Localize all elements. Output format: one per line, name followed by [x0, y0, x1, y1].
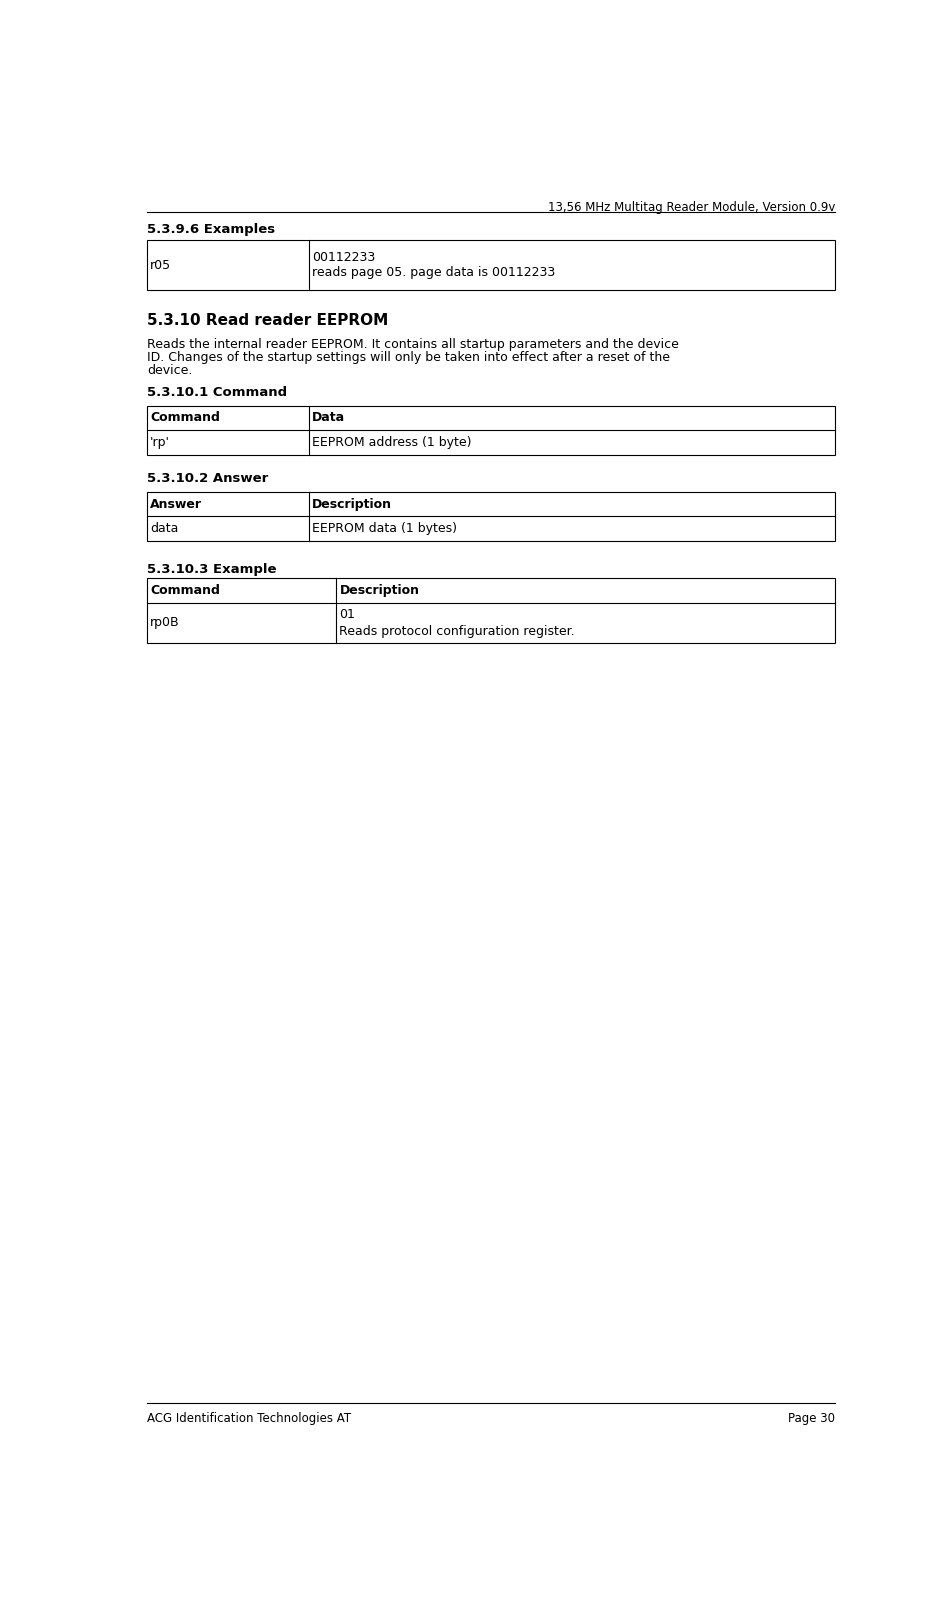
- Text: 5.3.10 Read reader EEPROM: 5.3.10 Read reader EEPROM: [146, 312, 388, 328]
- Text: Command: Command: [150, 583, 220, 598]
- Text: 'rp': 'rp': [150, 436, 170, 449]
- Text: Description: Description: [340, 583, 419, 598]
- Bar: [146, 240, 835, 290]
- Text: data: data: [150, 522, 179, 535]
- Text: device.: device.: [146, 364, 192, 376]
- Text: 00112233: 00112233: [312, 252, 375, 264]
- Text: Reads protocol configuration register.: Reads protocol configuration register.: [340, 625, 575, 638]
- Text: reads page 05. page data is 00112233: reads page 05. page data is 00112233: [312, 266, 555, 279]
- Text: ID. Changes of the startup settings will only be taken into effect after a reset: ID. Changes of the startup settings will…: [146, 351, 670, 364]
- Text: 5.3.10.1 Command: 5.3.10.1 Command: [146, 386, 287, 399]
- Text: 13,56 MHz Multitag Reader Module, Version 0.9v: 13,56 MHz Multitag Reader Module, Versio…: [548, 202, 835, 215]
- Text: Answer: Answer: [150, 498, 203, 511]
- Text: ACG Identification Technologies AT: ACG Identification Technologies AT: [146, 1411, 351, 1424]
- Text: EEPROM address (1 byte): EEPROM address (1 byte): [312, 436, 472, 449]
- Bar: [146, 405, 835, 455]
- Text: r05: r05: [150, 258, 171, 271]
- Text: 01: 01: [340, 607, 356, 620]
- Text: Page 30: Page 30: [788, 1411, 835, 1424]
- Text: Data: Data: [312, 412, 345, 425]
- Text: 5.3.10.3 Example: 5.3.10.3 Example: [146, 562, 277, 575]
- Bar: [146, 578, 835, 642]
- Text: Reads the internal reader EEPROM. It contains all startup parameters and the dev: Reads the internal reader EEPROM. It con…: [146, 338, 679, 351]
- Text: Command: Command: [150, 412, 220, 425]
- Text: Description: Description: [312, 498, 392, 511]
- Text: 5.3.10.2 Answer: 5.3.10.2 Answer: [146, 471, 268, 485]
- Text: 5.3.9.6 Examples: 5.3.9.6 Examples: [146, 223, 275, 235]
- Bar: [146, 492, 835, 541]
- Text: rp0B: rp0B: [150, 617, 180, 630]
- Text: EEPROM data (1 bytes): EEPROM data (1 bytes): [312, 522, 456, 535]
